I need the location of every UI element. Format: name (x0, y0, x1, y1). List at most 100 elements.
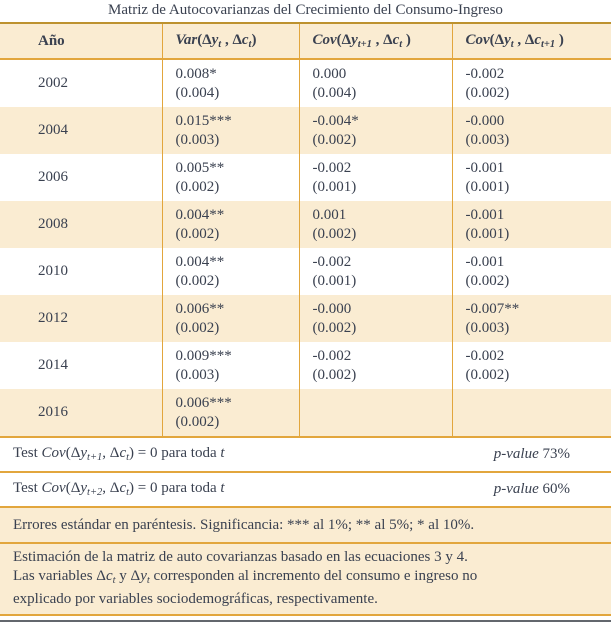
estimate: -0.000 (312, 300, 352, 317)
estimation-note-line: Estimación de la matriz de auto covarian… (13, 549, 468, 565)
autocovariance-table: Año Var(Δyt , Δct) Cov(Δyt+1 , Δct ) Cov… (0, 22, 611, 438)
year-cell: 2016 (38, 404, 68, 420)
table-row: 2002 0.008* (0.004) 0.000 (0.004) -0.002 (0… (0, 59, 611, 107)
std-error: (0.002) (465, 366, 510, 383)
estimate: -0.000 (465, 112, 505, 129)
estimate: 0.006*** (175, 394, 232, 411)
year-cell: 2002 (38, 75, 68, 91)
std-error: (0.003) (175, 366, 220, 383)
std-error: (0.001) (465, 178, 510, 195)
std-error: (0.002) (312, 131, 357, 148)
value-cell: 0.001 (0.002) (298, 201, 452, 248)
significance-note-text: Errores estándar en paréntesis. Signific… (13, 516, 475, 533)
table-row: 2016 0.006*** (0.002) (0, 389, 611, 437)
value-cell: 0.004** (0.002) (161, 201, 299, 248)
estimate: -0.002 (465, 347, 505, 364)
estimation-note-line: explicado por variables sociodemográfica… (13, 591, 378, 608)
value-cell: -0.002 (0.002) (451, 342, 611, 389)
estimate: 0.004** (175, 206, 225, 223)
std-error: (0.002) (312, 225, 357, 242)
estimate: -0.007** (465, 300, 520, 317)
table-row: 2010 0.004** (0.002) -0.002 (0.001) -0.001… (0, 248, 611, 295)
significance-note: Errores estándar en paréntesis. Signific… (0, 508, 611, 544)
test-pvalue: p-value 73% (493, 446, 570, 462)
estimate: -0.002 (312, 347, 352, 364)
year-cell: 2008 (38, 216, 68, 232)
value-cell: -0.007** (0.003) (451, 295, 611, 342)
table-row: 2006 0.005** (0.002) -0.002 (0.001) -0.001… (0, 154, 611, 201)
estimate: -0.002 (465, 65, 505, 82)
value-cell: -0.000 (0.002) (298, 295, 452, 342)
test-pvalue: p-value 60% (493, 481, 570, 497)
table-title: Matriz de Autocovarianzas del Crecimient… (108, 2, 503, 18)
estimation-note-line: Las variables Δct y Δyt corresponden al … (13, 568, 478, 587)
year-cell: 2006 (38, 169, 68, 185)
value-cell: 0.009*** (0.003) (161, 342, 299, 389)
year-cell: 2004 (38, 122, 68, 138)
std-error: (0.002) (312, 366, 357, 383)
value-cell: 0.005** (0.002) (161, 154, 299, 201)
value-cell: 0.008* (0.004) (161, 59, 299, 107)
std-error: (0.001) (465, 225, 510, 242)
std-error: (0.003) (175, 131, 220, 148)
year-cell: 2014 (38, 357, 68, 373)
estimate: 0.006** (175, 300, 225, 317)
estimate: -0.001 (465, 159, 505, 176)
test-label: Test Cov(Δyt+2, Δct) = 0 para toda t (13, 480, 225, 499)
test-label: Test Cov(Δyt+1, Δct) = 0 para toda t (13, 445, 225, 464)
value-cell (298, 389, 452, 437)
estimate: -0.001 (465, 253, 505, 270)
estimate: -0.002 (312, 159, 352, 176)
value-cell: 0.004** (0.002) (161, 248, 299, 295)
value-cell: -0.004* (0.002) (298, 107, 452, 154)
year-cell: 2012 (38, 310, 68, 326)
std-error: (0.001) (312, 178, 357, 195)
column-header-var: Var(Δyt , Δct) (161, 23, 299, 60)
table-header-row: Año Var(Δyt , Δct) Cov(Δyt+1 , Δct ) Cov… (0, 23, 611, 60)
value-cell: -0.002 (0.002) (451, 59, 611, 107)
value-cell (451, 389, 611, 437)
value-cell: 0.015*** (0.003) (161, 107, 299, 154)
table-row: 2014 0.009*** (0.003) -0.002 (0.002) -0.00… (0, 342, 611, 389)
value-cell: 0.006*** (0.002) (161, 389, 299, 437)
column-header-cov-lead: Cov(Δyt+1 , Δct ) (298, 23, 452, 60)
value-cell: -0.001 (0.001) (451, 154, 611, 201)
column-header-year: Año (0, 23, 162, 60)
value-cell: 0.000 (0.004) (298, 59, 452, 107)
value-cell: -0.000 (0.003) (451, 107, 611, 154)
std-error: (0.002) (175, 413, 220, 430)
estimate: 0.004** (175, 253, 225, 270)
estimate: -0.004* (312, 112, 359, 129)
estimate: 0.009*** (175, 347, 232, 364)
test-section: Test Cov(Δyt+1, Δct) = 0 para toda t p-v… (0, 438, 611, 508)
table-row: 2012 0.006** (0.002) -0.000 (0.002) -0.007… (0, 295, 611, 342)
value-cell: -0.002 (0.001) (298, 248, 452, 295)
estimate: -0.002 (312, 253, 352, 270)
estimate: -0.001 (465, 206, 505, 223)
std-error: (0.002) (175, 319, 220, 336)
std-error: (0.003) (465, 131, 510, 148)
std-error: (0.004) (175, 84, 220, 101)
value-cell: -0.002 (0.001) (298, 154, 452, 201)
std-error: (0.004) (312, 84, 357, 101)
estimation-note: Estimación de la matriz de auto covarian… (0, 544, 611, 617)
estimate: 0.005** (175, 159, 225, 176)
std-error: (0.002) (465, 84, 510, 101)
test-row: Test Cov(Δyt+1, Δct) = 0 para toda t p-v… (0, 438, 611, 473)
value-cell: -0.001 (0.001) (451, 201, 611, 248)
std-error: (0.001) (312, 272, 357, 289)
estimate: 0.008* (175, 65, 217, 82)
table-row: 2004 0.015*** (0.003) -0.004* (0.002) -0.0… (0, 107, 611, 154)
std-error: (0.002) (175, 272, 220, 289)
std-error: (0.002) (312, 319, 357, 336)
estimate: 0.015*** (175, 112, 232, 129)
column-header-cov-lag: Cov(Δyt , Δct+1 ) (451, 23, 611, 60)
year-cell: 2010 (38, 263, 68, 279)
std-error: (0.002) (175, 178, 220, 195)
table-row: 2008 0.004** (0.002) 0.001 (0.002) -0.001 (… (0, 201, 611, 248)
value-cell: -0.001 (0.002) (451, 248, 611, 295)
test-row: Test Cov(Δyt+2, Δct) = 0 para toda t p-v… (0, 473, 611, 508)
value-cell: -0.002 (0.002) (298, 342, 452, 389)
estimate: 0.001 (312, 206, 347, 223)
std-error: (0.003) (465, 319, 510, 336)
